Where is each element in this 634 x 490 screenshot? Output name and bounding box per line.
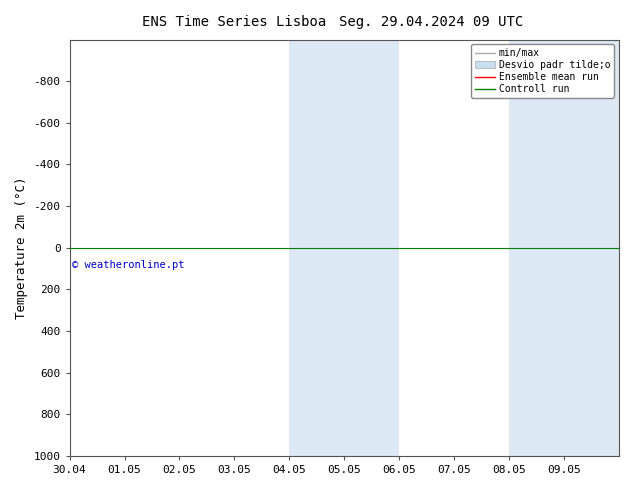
Text: Seg. 29.04.2024 09 UTC: Seg. 29.04.2024 09 UTC: [339, 15, 523, 29]
Bar: [289, 40, 344, 456]
Bar: [564, 40, 619, 456]
Bar: [344, 40, 399, 456]
Text: © weatheronline.pt: © weatheronline.pt: [72, 260, 185, 270]
Bar: [509, 40, 564, 456]
Legend: min/max, Desvio padr tilde;o, Ensemble mean run, Controll run: min/max, Desvio padr tilde;o, Ensemble m…: [472, 45, 614, 98]
Text: ENS Time Series Lisboa: ENS Time Series Lisboa: [143, 15, 327, 29]
Y-axis label: Temperature 2m (°C): Temperature 2m (°C): [15, 176, 28, 319]
